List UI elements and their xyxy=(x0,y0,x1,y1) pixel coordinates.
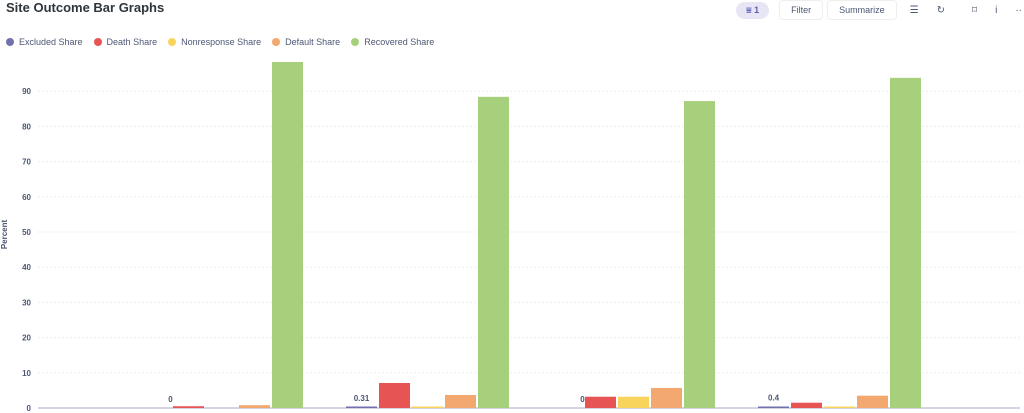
legend-label: Excluded Share xyxy=(19,37,83,47)
more-icon[interactable]: ·· xyxy=(1015,4,1022,16)
filter-button[interactable]: Filter xyxy=(779,0,824,20)
bar[interactable] xyxy=(791,402,822,408)
bar[interactable] xyxy=(173,406,204,408)
bar[interactable] xyxy=(412,406,443,409)
legend-item[interactable]: Death Share xyxy=(93,37,158,47)
bar[interactable] xyxy=(824,406,855,409)
data-label: 0.4 xyxy=(768,394,780,403)
filter-icon: ⩸ xyxy=(746,4,752,15)
bookmark-icon[interactable]: ⌑ xyxy=(971,4,978,16)
legend-item[interactable]: Default Share xyxy=(272,37,340,47)
bar[interactable] xyxy=(478,96,509,408)
legend-dot xyxy=(93,38,102,46)
data-label: 0.31 xyxy=(354,394,370,403)
legend-dot xyxy=(168,38,177,46)
legend-item[interactable]: Nonresponse Share xyxy=(168,37,261,47)
bar[interactable] xyxy=(346,406,377,409)
bar[interactable] xyxy=(585,396,616,408)
legend: Excluded Share Death Share Nonresponse Sha… xyxy=(6,37,445,47)
legend-label: Nonresponse Share xyxy=(181,37,262,47)
y-tick-label: 50 xyxy=(22,228,31,237)
legend-label: Recovered Share xyxy=(364,37,435,47)
y-tick-label: 80 xyxy=(22,122,31,131)
bar[interactable] xyxy=(890,77,921,408)
legend-item[interactable]: Recovered Share xyxy=(351,37,434,47)
info-icon[interactable]: i xyxy=(995,4,998,16)
page-title: Site Outcome Bar Graphs xyxy=(6,0,165,15)
bar[interactable] xyxy=(618,396,649,408)
filter-count: 1 xyxy=(754,4,760,15)
summarize-button[interactable]: Summarize xyxy=(827,0,897,20)
data-label: 0 xyxy=(168,395,173,404)
bar[interactable] xyxy=(239,405,270,408)
legend-label: Default Share xyxy=(285,37,341,47)
y-tick-label: 90 xyxy=(22,87,31,96)
y-tick-label: 60 xyxy=(22,193,31,202)
bar[interactable] xyxy=(651,387,682,408)
data-label: 0 xyxy=(580,395,585,404)
bar[interactable] xyxy=(684,101,715,408)
legend-label: Death Share xyxy=(106,37,158,47)
legend-item[interactable]: Excluded Share xyxy=(6,37,83,47)
bar[interactable] xyxy=(445,394,476,408)
refresh-icon[interactable]: ↻ xyxy=(936,4,945,16)
toolbar: ⩸ 1 Filter Summarize ☰ ↻ ⌑ i ·· xyxy=(736,0,1024,20)
list-icon[interactable]: ☰ xyxy=(909,4,919,16)
legend-dot xyxy=(351,38,360,46)
y-tick-label: 0 xyxy=(27,404,32,413)
bar[interactable] xyxy=(272,61,303,408)
y-tick-label: 70 xyxy=(22,158,31,167)
bar[interactable] xyxy=(758,406,789,409)
y-tick-label: 10 xyxy=(22,369,31,378)
y-tick-label: 30 xyxy=(22,298,31,307)
bar[interactable] xyxy=(857,395,888,408)
filter-count-pill[interactable]: ⩸ 1 xyxy=(736,1,770,19)
legend-dot xyxy=(272,38,281,46)
y-tick-label: 40 xyxy=(22,263,31,272)
y-tick-label: 20 xyxy=(22,334,31,343)
bar[interactable] xyxy=(379,383,410,408)
legend-dot xyxy=(6,38,14,46)
